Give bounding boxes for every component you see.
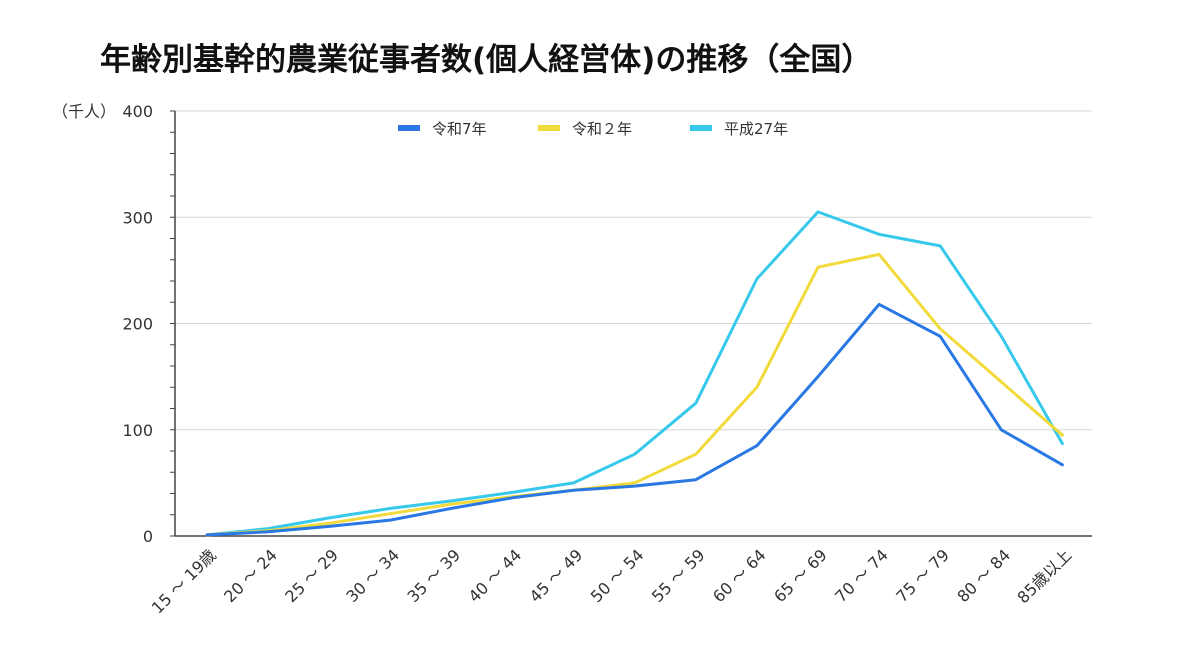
y-tick-label: 200 (122, 315, 153, 334)
y-tick-label: 0 (143, 527, 153, 546)
x-tick-label: 50 ～ 54 (587, 545, 648, 606)
series-line (205, 302, 1064, 537)
y-tick-label: 100 (122, 421, 153, 440)
y-tick-label: 400 (122, 102, 153, 121)
legend-label: 令和２年 (572, 120, 632, 138)
x-tick-label: 30 ～ 34 (342, 545, 403, 606)
x-tick-label: 85歳以上 (1013, 545, 1075, 607)
gridlines (175, 110, 1092, 431)
x-tick-label: 35 ～ 39 (403, 545, 464, 606)
x-tick-label: 25 ～ 29 (281, 545, 342, 606)
series-line (205, 210, 1064, 537)
chart-title: 年齢別基幹的農業従事者数(個人経営体)の推移（全国） (100, 42, 873, 78)
x-tick-label: 70 ～ 74 (831, 545, 892, 606)
series-line (205, 252, 1064, 537)
y-unit-label: （千人） (52, 102, 116, 121)
x-tick-label: 60 ～ 64 (709, 545, 770, 606)
legend: 令和7年 令和２年 平成27年 (398, 120, 788, 138)
axes (170, 110, 1092, 537)
legend-swatch (690, 125, 712, 131)
x-tick-label: 80 ～ 84 (953, 545, 1014, 606)
legend-label: 平成27年 (724, 120, 788, 138)
legend-swatch (398, 125, 420, 131)
legend-label: 令和7年 (432, 120, 487, 138)
x-tick-label: 15 ～ 19歳 (148, 545, 220, 617)
x-tick-label: 65 ～ 69 (770, 545, 831, 606)
y-tick-label: 300 (122, 208, 153, 227)
series-lines (205, 210, 1064, 537)
x-tick-label: 20 ～ 24 (220, 545, 281, 606)
x-tick-label: 55 ～ 59 (648, 545, 709, 606)
x-tick-label: 75 ～ 79 (892, 545, 953, 606)
x-tick-label: 45 ～ 49 (526, 545, 587, 606)
legend-swatch (538, 125, 560, 131)
x-tick-label: 40 ～ 44 (465, 545, 526, 606)
